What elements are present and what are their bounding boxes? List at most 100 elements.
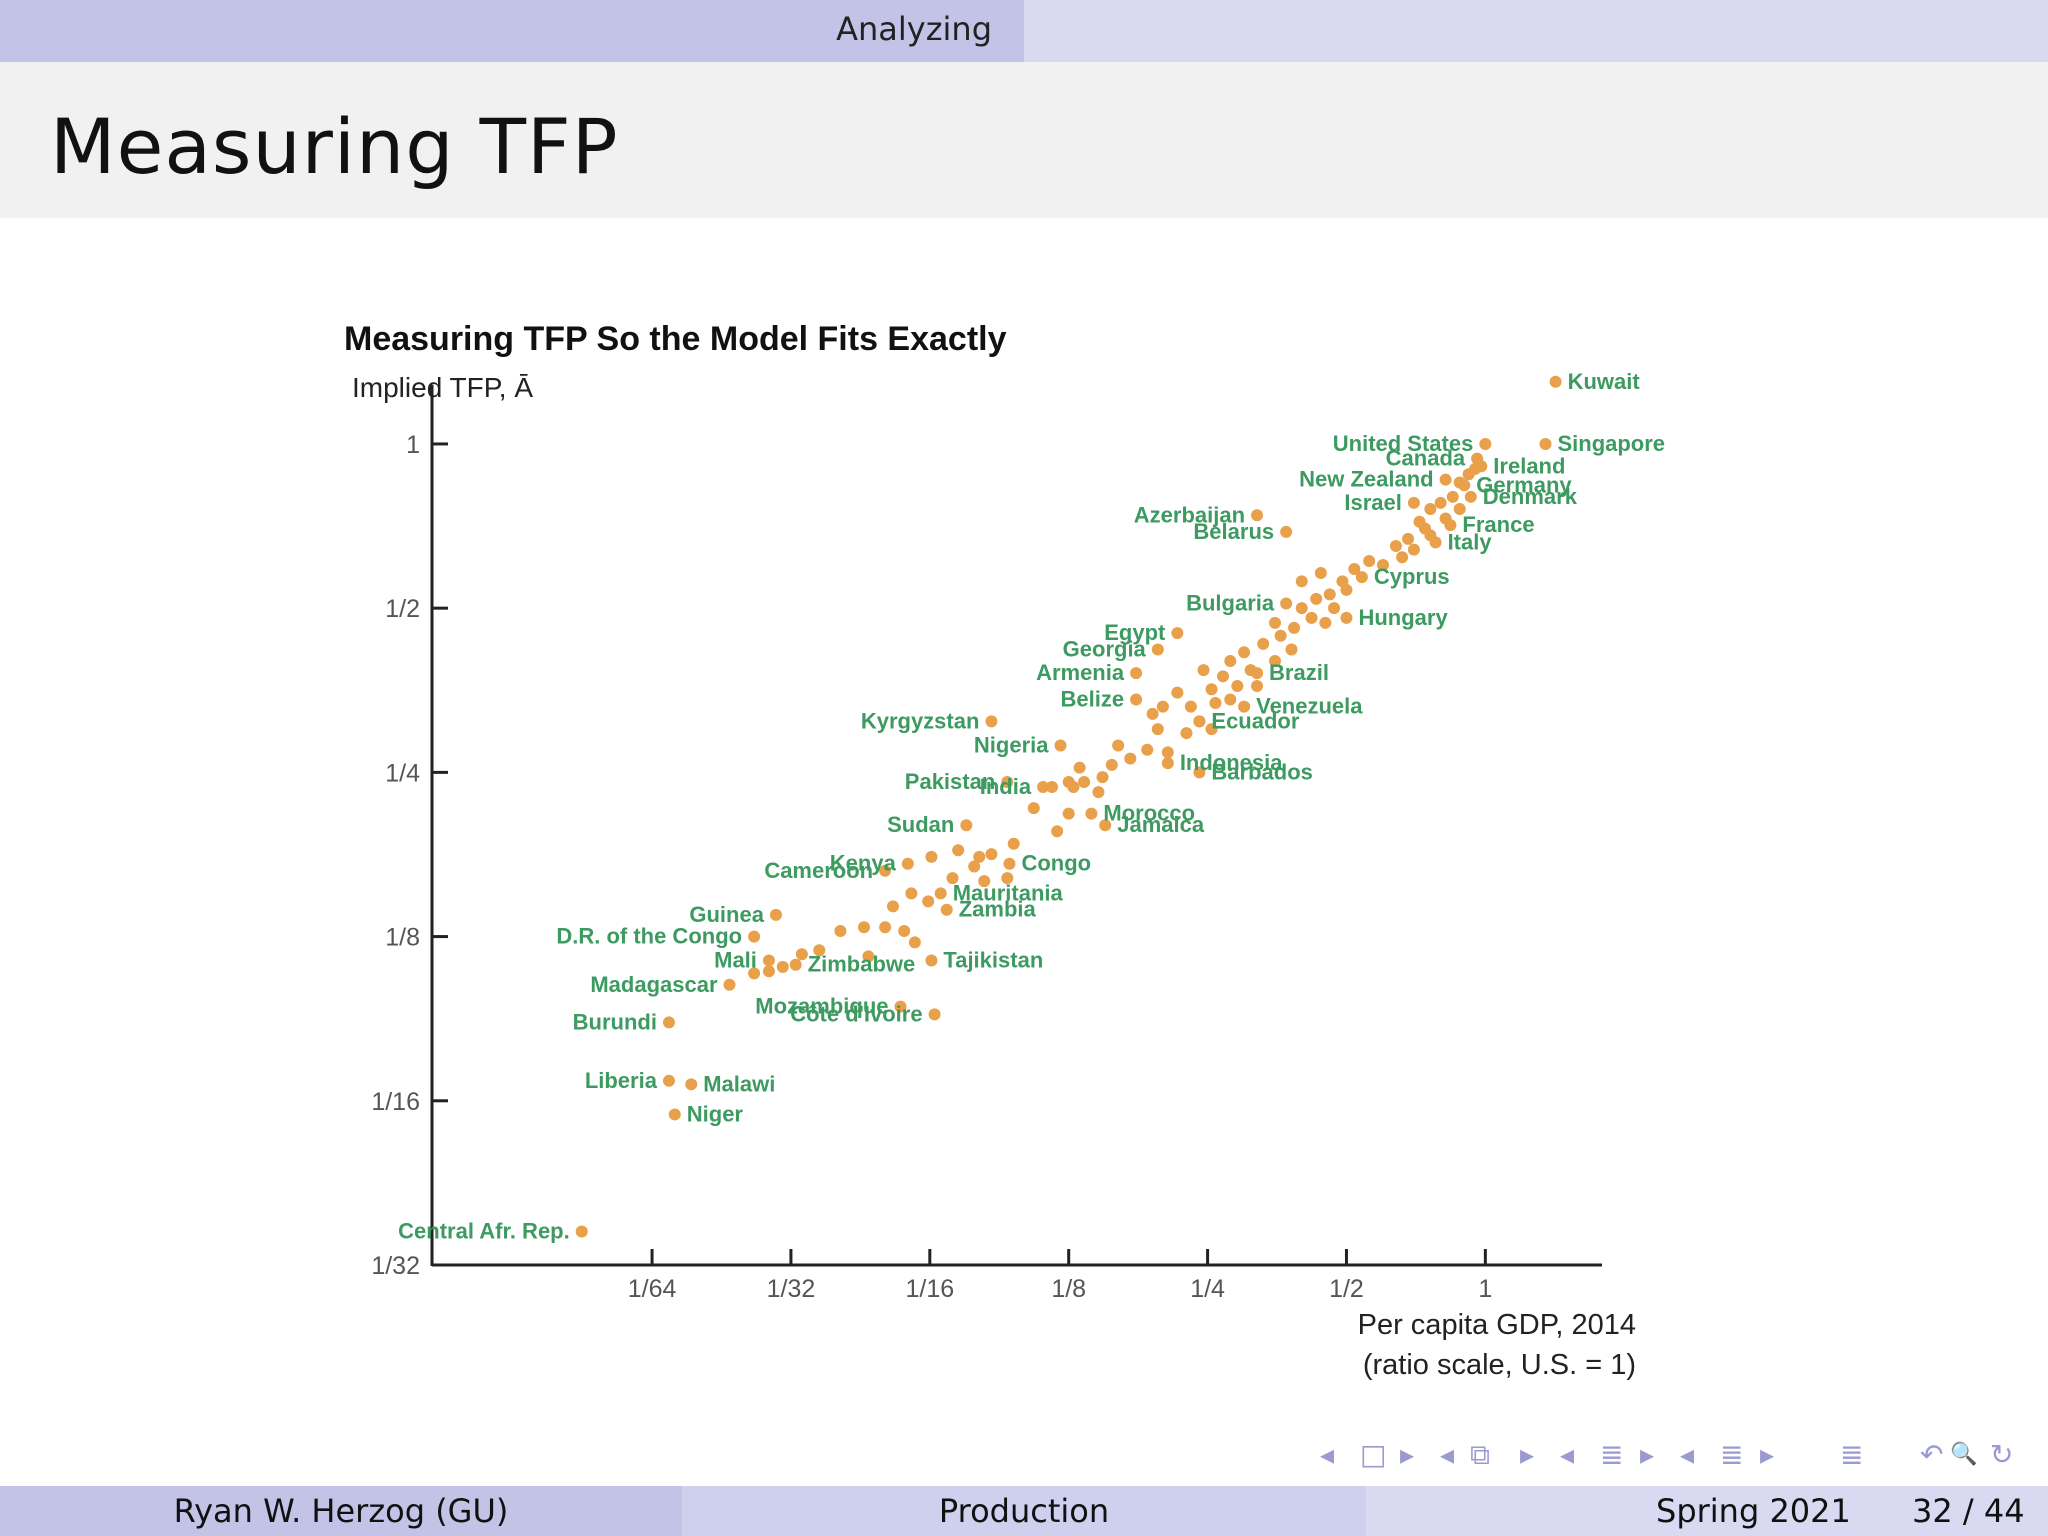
footer-author-box: Ryan W. Herzog (GU) <box>0 1486 682 1536</box>
country-label: Guinea <box>689 902 764 927</box>
data-point <box>925 954 938 967</box>
data-point <box>769 908 782 921</box>
data-point <box>978 875 991 888</box>
data-point <box>1295 602 1308 615</box>
country-label: New Zealand <box>1299 467 1433 492</box>
country-label: Tajikistan <box>943 947 1043 972</box>
data-point <box>1197 664 1210 677</box>
country-label: Ecuador <box>1211 708 1299 733</box>
data-point <box>898 924 911 937</box>
country-label: Ireland <box>1493 453 1565 478</box>
nav-document-prev-icon[interactable]: ◂ <box>1680 1438 1695 1471</box>
data-point <box>1209 697 1222 710</box>
country-label: Barbados <box>1211 759 1312 784</box>
data-point <box>723 978 736 991</box>
nav-subsection-next-icon[interactable]: ▸ <box>1520 1438 1535 1471</box>
nav-frame-next-icon[interactable]: ▸ <box>1400 1438 1415 1471</box>
data-point <box>1112 739 1125 752</box>
footer-date-box: Spring 2021 32 / 44 <box>1366 1486 2048 1536</box>
nav-section-icon[interactable]: ≣ <box>1600 1438 1624 1471</box>
footer-page-number: 32 / 44 <box>1912 1492 2025 1530</box>
y-tick-label: 1/8 <box>385 924 420 952</box>
data-point <box>1288 621 1301 634</box>
country-label: Brazil <box>1269 660 1329 685</box>
section-label: Analyzing <box>836 10 992 48</box>
nav-search-icon[interactable]: 🔍 <box>1950 1442 1978 1467</box>
data-point <box>1251 509 1264 522</box>
data-point <box>1475 460 1488 473</box>
data-point <box>952 844 965 857</box>
data-point <box>968 860 981 873</box>
data-point <box>1434 496 1447 509</box>
data-point <box>1078 776 1091 789</box>
country-label: Nigeria <box>974 733 1049 758</box>
data-point <box>1085 807 1098 820</box>
country-label: Mauritania <box>953 880 1064 905</box>
data-point <box>1161 757 1174 770</box>
country-label: Belize <box>1061 687 1125 712</box>
data-point <box>1274 629 1287 642</box>
frame-title: Measuring TFP <box>50 102 619 191</box>
data-point <box>1419 522 1432 535</box>
y-tick-label: 1/32 <box>371 1252 420 1280</box>
data-point <box>1444 519 1457 532</box>
country-label: Italy <box>1448 529 1493 554</box>
data-point <box>1130 667 1143 680</box>
data-point <box>1141 743 1154 756</box>
nav-subsection-prev-icon[interactable]: ◂ <box>1440 1438 1455 1471</box>
data-point <box>1238 646 1251 659</box>
data-point <box>1268 616 1281 629</box>
country-label: Germany <box>1476 472 1572 497</box>
data-point <box>1054 739 1067 752</box>
data-point <box>1156 700 1169 713</box>
data-point <box>1340 611 1353 624</box>
data-point <box>1001 776 1014 789</box>
country-label: Armenia <box>1036 660 1125 685</box>
chart-points <box>575 375 1562 1238</box>
nav-forward-icon[interactable]: ↻ <box>1990 1438 2014 1471</box>
nav-frame-prev-icon[interactable]: ◂ <box>1320 1438 1335 1471</box>
x-tick-label: 1 <box>1478 1275 1492 1303</box>
nav-section-next-icon[interactable]: ▸ <box>1640 1438 1655 1471</box>
country-label: Morocco <box>1103 801 1195 826</box>
data-point <box>1180 727 1193 740</box>
country-label: United States <box>1333 431 1474 456</box>
country-label: Cyprus <box>1374 564 1450 589</box>
data-point <box>1224 693 1237 706</box>
nav-document-next-icon[interactable]: ▸ <box>1760 1438 1775 1471</box>
data-point <box>1146 707 1159 720</box>
nav-document-icon[interactable]: ≣ <box>1720 1438 1744 1471</box>
data-point <box>1027 802 1040 815</box>
data-point <box>1396 551 1409 564</box>
data-point <box>1062 807 1075 820</box>
data-point <box>925 850 938 863</box>
data-point <box>1439 473 1452 486</box>
nav-section-prev-icon[interactable]: ◂ <box>1560 1438 1575 1471</box>
data-point <box>928 1008 941 1021</box>
nav-frame-icon[interactable]: □ <box>1360 1438 1387 1471</box>
data-point <box>1479 437 1492 450</box>
data-point <box>1205 683 1218 696</box>
country-label: Jamaica <box>1117 812 1205 837</box>
y-axis-label: Implied TFP, Ā <box>352 372 533 403</box>
data-point <box>1217 670 1230 683</box>
x-tick-label: 1/2 <box>1329 1275 1364 1303</box>
nav-subsection-icon[interactable]: ⧉ <box>1470 1438 1490 1471</box>
data-point <box>1323 588 1336 601</box>
data-point <box>662 1074 675 1087</box>
country-label: France <box>1462 512 1534 537</box>
data-point <box>1151 723 1164 736</box>
data-point <box>1184 700 1197 713</box>
data-point <box>1464 490 1477 503</box>
tfp-scatter-chart: Measuring TFP So the Model Fits Exactly … <box>344 320 1665 1381</box>
data-point <box>1231 679 1244 692</box>
country-label: Egypt <box>1104 620 1166 645</box>
data-point <box>973 850 986 863</box>
nav-appendix-icon[interactable]: ≣ <box>1840 1438 1864 1471</box>
country-label: Cameroon <box>764 858 873 883</box>
nav-back-icon[interactable]: ↶ <box>1920 1438 1944 1471</box>
footer-author: Ryan W. Herzog (GU) <box>173 1492 509 1530</box>
data-point <box>1251 679 1264 692</box>
data-point <box>1003 857 1016 870</box>
data-point <box>1238 700 1251 713</box>
